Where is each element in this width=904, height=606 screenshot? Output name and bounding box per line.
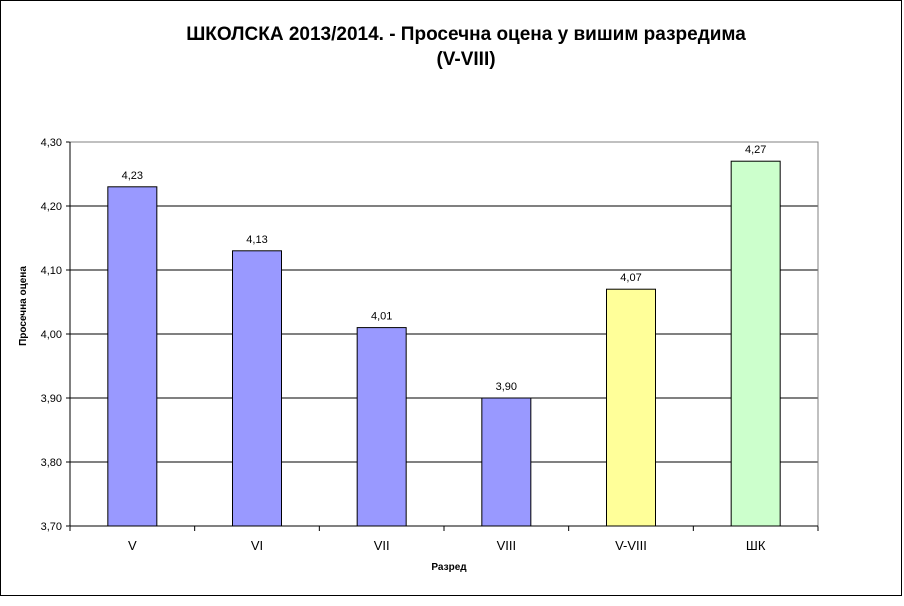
y-tick-label: 4,20 [41,201,62,213]
bar [606,288,656,527]
bar [107,186,158,527]
bar [481,397,532,527]
x-tick-label: VII [374,538,390,553]
x-tick-label: V [128,538,137,553]
x-tick-label: V-VIII [615,538,647,553]
y-tick-label: 3,70 [41,521,62,533]
bar [356,327,407,527]
data-label: 4,07 [620,272,641,284]
data-label: 4,01 [371,311,392,323]
x-tick-label: VI [251,538,263,553]
chart-title-line2: (V-VIII) [436,49,495,70]
y-tick-label: 4,30 [41,137,62,149]
x-axis-title: Разред [431,562,467,573]
data-label: 4,27 [745,144,766,156]
x-tick-label: VIII [497,538,517,553]
gridlines [66,141,819,531]
bars [107,160,781,527]
x-tick-labels: V VI VII VIII V-VIII ШК [128,538,766,553]
chart-title-line1: ШКОЛСКА 2013/2014. - Просечна оцена у ви… [186,24,746,45]
bar [730,160,781,527]
data-labels: 4,23 4,13 4,01 3,90 4,07 4,27 [122,144,767,393]
bar [232,250,282,527]
data-label: 3,90 [496,381,517,393]
y-tick-label: 4,10 [41,265,62,277]
y-tick-labels: 3,70 3,80 3,90 4,00 4,10 4,20 4,30 [41,137,62,533]
y-axis-title: Просечна оцена [18,266,29,346]
data-label: 4,13 [246,234,267,246]
x-tick-label: ШК [746,538,766,553]
plot-area [69,141,819,527]
data-label: 4,23 [122,170,143,182]
y-tick-label: 4,00 [41,329,62,341]
y-tick-label: 3,90 [41,393,62,405]
y-tick-label: 3,80 [41,457,62,469]
